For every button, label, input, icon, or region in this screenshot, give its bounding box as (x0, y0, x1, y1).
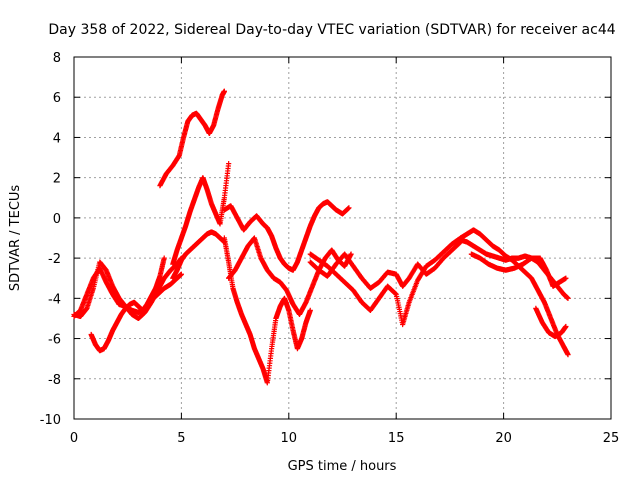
tick-layer: 0 5 10 15 20 25 -10 -8 -6 -4 -2 0 2 4 6 8 (40, 51, 620, 446)
data-point (346, 205, 352, 211)
series-trace-E (170, 229, 227, 281)
grid-layer (74, 57, 611, 419)
y-tick-label: 4 (53, 131, 61, 146)
plot-frame (73, 56, 612, 420)
chart-title: Day 358 of 2022, Sidereal Day-to-day VTE… (48, 22, 615, 38)
data-point (161, 255, 167, 261)
data-point (226, 160, 232, 167)
data-point (307, 307, 313, 313)
y-tick-label: 6 (53, 91, 61, 106)
series-trace-N (468, 251, 569, 289)
data-point (565, 295, 571, 301)
y-tick-label: -6 (48, 333, 61, 348)
x-axis-label: GPS time / hours (288, 459, 397, 474)
data-layer (71, 88, 571, 386)
series-trace-D (157, 88, 227, 189)
y-tick-label: -8 (48, 373, 61, 388)
series-trace-H (221, 235, 313, 386)
series-trace-I (226, 235, 354, 318)
data-point (178, 271, 184, 277)
x-tick-label: 15 (388, 431, 405, 446)
data-point (563, 275, 569, 281)
y-tick-label: -10 (40, 413, 61, 428)
x-tick-label: 25 (603, 431, 620, 446)
y-tick-label: -2 (48, 252, 61, 267)
x-tick-label: 0 (70, 431, 78, 446)
y-tick-label: 8 (53, 51, 61, 66)
x-tick-label: 10 (281, 431, 298, 446)
y-axis-label: SDTVAR / TECUs (8, 185, 23, 292)
y-tick-label: 0 (53, 212, 61, 227)
y-tick-label: 2 (53, 172, 61, 187)
series-trace-J (307, 239, 464, 291)
series-trace-G (221, 199, 352, 273)
data-point (565, 352, 571, 358)
series-trace-O (533, 305, 569, 340)
series-trace-F (170, 160, 232, 267)
data-point (348, 251, 354, 257)
data-point (563, 323, 569, 330)
data-point (221, 88, 227, 94)
x-tick-label: 5 (177, 431, 185, 446)
x-tick-label: 20 (495, 431, 512, 446)
series-trace-C (88, 255, 167, 354)
series-trace-L (458, 227, 571, 358)
y-tick-label: -4 (48, 292, 61, 307)
